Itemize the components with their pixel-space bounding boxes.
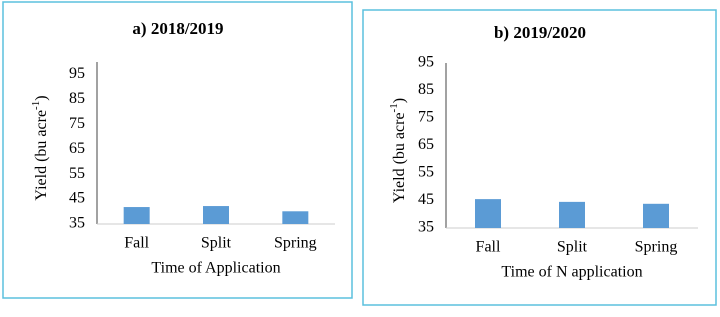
x-tick-label: Fall xyxy=(476,239,501,256)
y-axis-title-main: Yield (bu acre xyxy=(33,110,50,201)
x-tick-label: Split xyxy=(557,239,588,256)
x-tick-label: Fall xyxy=(124,235,149,252)
x-tick-label: Spring xyxy=(274,235,317,252)
bar xyxy=(123,207,150,224)
panel-border xyxy=(362,9,717,306)
bar xyxy=(643,203,669,228)
y-tick-label: 85 xyxy=(418,81,434,98)
y-tick-label: 65 xyxy=(69,140,85,157)
y-tick-label: 65 xyxy=(418,136,434,153)
bar xyxy=(203,206,229,224)
y-tick-label: 55 xyxy=(418,164,434,181)
y-axis-title-end: ) xyxy=(391,98,408,103)
x-axis-title: Time of N application xyxy=(501,264,642,281)
y-axis-title-main: Yield (bu acre xyxy=(391,112,408,203)
y-tick-label: 45 xyxy=(69,190,85,207)
chart-panel: a) 2018/2019 35 45 55 65 75 85 95 Fall Split Sprin… xyxy=(2,1,353,299)
y-axis-title-sup: -1 xyxy=(30,101,42,110)
x-tick-label: Split xyxy=(201,235,232,252)
y-tick-label: 45 xyxy=(418,191,434,208)
y-tick-label: 35 xyxy=(69,215,85,232)
y-axis-title-end: ) xyxy=(33,95,50,100)
x-axis-title: Time of Application xyxy=(151,260,280,277)
chart-title: a) 2018/2019 xyxy=(132,19,223,38)
y-axis-title-sup: -1 xyxy=(388,103,400,112)
bar xyxy=(475,199,501,228)
y-tick-label: 75 xyxy=(418,109,434,126)
bar xyxy=(282,211,309,224)
chart-panel: b) 2019/2020 35 45 55 65 75 85 95 Fall Split Sprin… xyxy=(362,9,717,306)
x-tick-label: Spring xyxy=(635,239,678,256)
chart-title: b) 2019/2020 xyxy=(494,23,586,42)
y-tick-label: 95 xyxy=(69,65,85,82)
y-tick-label: 85 xyxy=(69,90,85,107)
y-axis-title: Yield (bu acre-1) xyxy=(388,98,408,203)
y-tick-label: 95 xyxy=(418,54,434,71)
y-tick-label: 75 xyxy=(69,115,85,132)
y-tick-label: 35 xyxy=(418,219,434,236)
y-tick-label: 55 xyxy=(69,165,85,182)
panel-border xyxy=(2,1,353,299)
y-axis-title: Yield (bu acre-1) xyxy=(30,95,50,200)
bar xyxy=(559,201,585,228)
